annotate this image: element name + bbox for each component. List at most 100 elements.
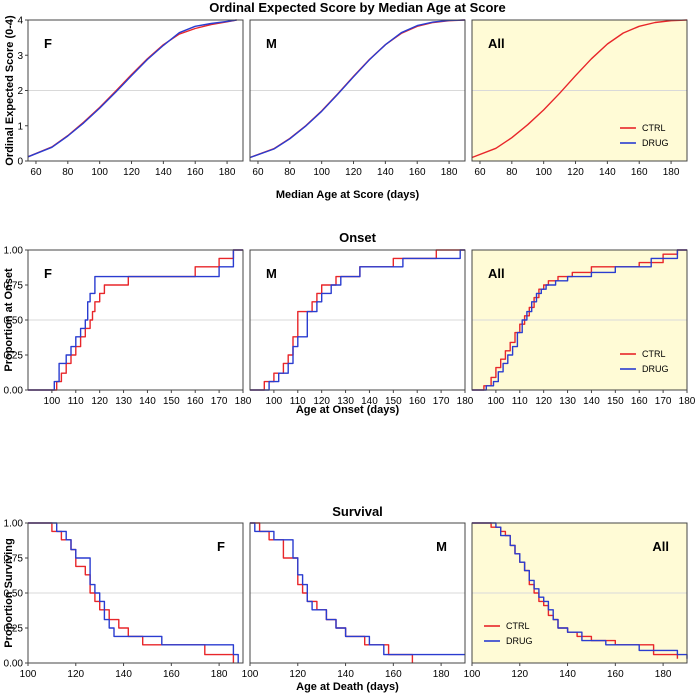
x-tick-label: 140 (155, 167, 172, 178)
x-tick-label: 140 (115, 669, 132, 680)
score-panel-label: F (44, 36, 52, 51)
x-tick-label: 130 (559, 396, 576, 407)
x-tick-label: 180 (663, 167, 680, 178)
x-tick-label: 130 (115, 396, 132, 407)
y-tick-label: 0.00 (4, 386, 24, 397)
panel-frame (471, 249, 688, 391)
x-tick-label: 80 (62, 167, 74, 178)
x-tick-label: 120 (345, 167, 362, 178)
onset-y-axis-label: Proportion at Onset (3, 268, 15, 372)
y-tick-label: 0.75 (4, 281, 24, 292)
score-drug-line (27, 19, 237, 158)
score-legend: CTRL DRUG (620, 123, 669, 148)
y-tick-label: 3 (17, 51, 23, 62)
x-tick-label: 120 (511, 669, 528, 680)
survival-panel-label: F (217, 539, 225, 554)
x-tick-label: 110 (68, 396, 84, 407)
x-tick-label: 160 (631, 167, 648, 178)
x-tick-label: 180 (219, 167, 236, 178)
x-tick-label: 100 (44, 396, 61, 407)
x-tick-label: 120 (289, 669, 306, 680)
x-tick-label: 150 (163, 396, 180, 407)
y-tick-label: 0.25 (4, 351, 24, 362)
x-tick-label: 100 (535, 167, 552, 178)
survival-panel-f: 100 120 140 160 180 0.00 0.25 0.50 0.75 1.00 F (4, 519, 244, 680)
x-tick-label: 180 (457, 396, 474, 407)
y-tick-label: 1.00 (4, 246, 24, 257)
x-tick-label: 140 (599, 167, 616, 178)
x-tick-label: 170 (433, 396, 450, 407)
survival-y-axis-label: Proportion Surviving (3, 538, 15, 647)
score-ctrl-line (27, 19, 237, 158)
y-tick-label: 1.00 (4, 519, 24, 530)
survival-legend: CTRL DRUG (484, 621, 533, 646)
x-tick-label: 160 (607, 669, 624, 680)
onset-ctrl-line (28, 249, 243, 391)
x-tick-label: 140 (139, 396, 156, 407)
score-drug-line (249, 19, 466, 159)
x-tick-label: 100 (464, 669, 481, 680)
y-tick-label: 0 (17, 157, 23, 168)
survival-title: Survival (332, 504, 383, 519)
y-tick-label: 4 (17, 16, 23, 27)
x-tick-label: 120 (313, 396, 330, 407)
x-tick-label: 140 (583, 396, 600, 407)
onset-drug-line (28, 249, 243, 391)
x-tick-label: 100 (266, 396, 283, 407)
panel-frame (471, 19, 688, 162)
x-tick-label: 60 (252, 167, 264, 178)
legend-drug-label: DRUG (642, 364, 669, 374)
x-tick-label: 120 (67, 669, 84, 680)
onset-panel-label: M (266, 266, 277, 281)
survival-panel-all: 100 120 140 160 180 All CTRL DRUG (464, 522, 688, 680)
x-tick-label: 110 (512, 396, 528, 407)
x-tick-label: 60 (30, 167, 42, 178)
onset-drug-line (472, 249, 687, 391)
x-tick-label: 160 (187, 396, 204, 407)
x-tick-label: 160 (187, 167, 204, 178)
panel-frame (471, 522, 688, 664)
y-tick-label: 0.50 (4, 316, 24, 327)
panel-frame (249, 19, 466, 162)
x-tick-label: 180 (235, 396, 252, 407)
survival-chart: Survival Age at Death (days) Proportion Su… (3, 504, 688, 693)
survival-panel-m: 100 120 140 160 180 M (242, 522, 466, 680)
x-tick-label: 140 (337, 669, 354, 680)
onset-chart: Onset Age at Onset (days) Proportion at On… (3, 230, 695, 416)
x-tick-label: 100 (20, 669, 37, 680)
x-tick-label: 160 (163, 669, 180, 680)
score-panel-f: 60 80 100 120 140 160 180 0 1 2 3 4 F (17, 16, 244, 178)
score-y-axis-label: Ordinal Expected Score (0-4) (4, 15, 16, 166)
onset-panel-label: F (44, 266, 52, 281)
onset-panel-f: 100 110 120 130 140 150 160 170 180 0.00 0.25 0.50 0… (4, 246, 252, 408)
x-tick-label: 140 (361, 396, 378, 407)
x-tick-label: 100 (91, 167, 108, 178)
score-panel-label: M (266, 36, 277, 51)
survival-drug-line (28, 522, 239, 663)
x-tick-label: 60 (474, 167, 486, 178)
survival-x-axis-label: Age at Death (days) (296, 681, 399, 693)
y-tick-label: 0.00 (4, 659, 24, 670)
y-tick-label: 0.50 (4, 589, 24, 600)
onset-panel-m: 100 110 120 130 140 150 160 170 180 M (249, 249, 474, 407)
y-tick-label: 2 (17, 86, 23, 97)
panel-frame (249, 249, 466, 391)
x-tick-label: 80 (284, 167, 296, 178)
x-tick-label: 140 (377, 167, 394, 178)
x-tick-label: 170 (655, 396, 672, 407)
x-tick-label: 120 (123, 167, 140, 178)
x-tick-label: 160 (409, 396, 426, 407)
score-panel-label: All (488, 36, 505, 51)
x-tick-label: 150 (607, 396, 624, 407)
x-tick-label: 120 (91, 396, 108, 407)
y-tick-label: 0.75 (4, 554, 24, 565)
x-tick-label: 110 (290, 396, 306, 407)
survival-drug-line (472, 522, 688, 659)
onset-legend: CTRL DRUG (620, 349, 669, 374)
legend-ctrl-label: CTRL (506, 621, 530, 631)
x-tick-label: 160 (631, 396, 648, 407)
x-tick-label: 100 (488, 396, 505, 407)
survival-panel-label: All (652, 539, 669, 554)
x-tick-label: 130 (337, 396, 354, 407)
